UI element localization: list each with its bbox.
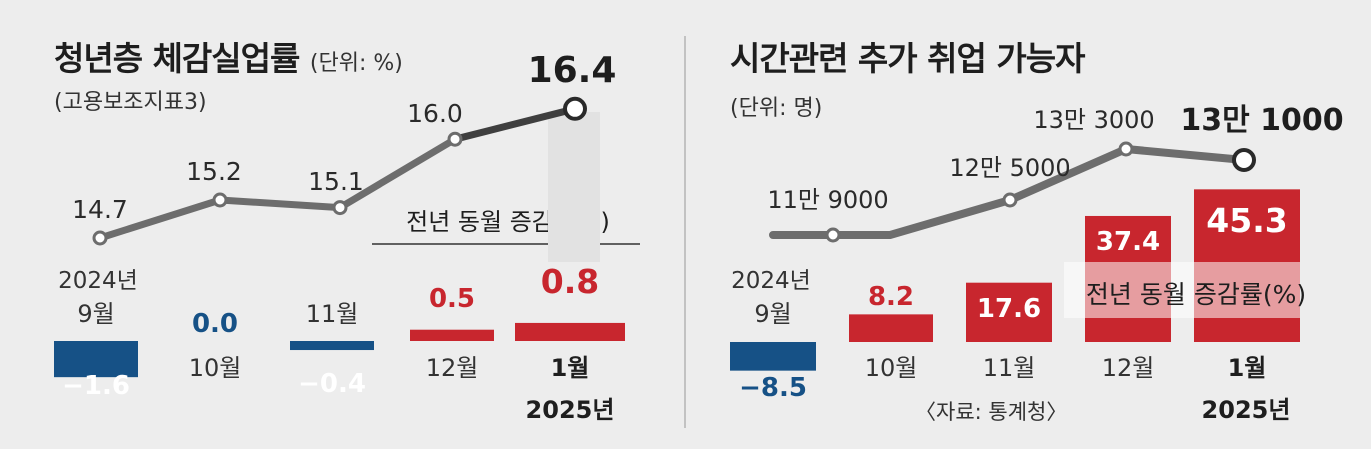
line-value-label-0: 11만 9000 — [767, 186, 888, 214]
category-label-0: 9월 — [754, 300, 791, 328]
line-value-label-3: 16.0 — [407, 99, 463, 128]
year-label-2025: 2025년 — [526, 396, 615, 424]
line-value-label-4: 13만 1000 — [1180, 103, 1343, 138]
line-point-3 — [1232, 148, 1256, 172]
bar-value-label-4: 45.3 — [1206, 201, 1287, 240]
line-value-label-2: 12만 5000 — [949, 154, 1070, 182]
left-chart-subtitle: (고용보조지표3) — [54, 90, 207, 115]
year-label-2024: 2024년 — [731, 268, 811, 294]
category-label-3: 12월 — [426, 354, 479, 382]
line-point-2 — [332, 200, 348, 216]
left-chart-title: 청년층 체감실업률 (단위: %) — [54, 32, 403, 80]
line-point-0 — [92, 230, 108, 246]
line-value-label-1: 15.2 — [186, 157, 242, 186]
bar-0 — [730, 342, 816, 371]
youth-unemployment-panel: 청년층 체감실업률 (단위: %) (고용보조지표3) 전년 동월 증감(%P)… — [0, 0, 684, 449]
line-value-label-3: 13만 3000 — [1033, 106, 1154, 134]
category-label-4: 1월 — [551, 354, 590, 382]
category-label-1: 10월 — [865, 354, 918, 382]
bar-value-label-2: 17.6 — [977, 294, 1041, 324]
bar-value-label-0: −8.5 — [739, 373, 807, 403]
line-point-4 — [563, 96, 587, 121]
bar-2 — [966, 282, 1052, 342]
year-label-2025: 2025년 — [1202, 396, 1291, 424]
category-label-2: 11월 — [983, 354, 1036, 382]
bar-legend-backdrop — [1064, 262, 1300, 318]
category-label-4: 1월 — [1228, 354, 1267, 382]
line-series-last — [454, 105, 576, 143]
bar-legend-label: 전년 동월 증감률(%) — [1086, 280, 1306, 309]
bar-value-label-0: −1.6 — [62, 371, 130, 401]
category-label-0: 9월 — [77, 300, 114, 328]
line-point-0 — [825, 227, 841, 243]
bar-1 — [849, 314, 933, 342]
bar-value-label-3: 0.5 — [429, 284, 475, 314]
bar-value-label-1: 0.0 — [192, 309, 238, 339]
line-value-label-2: 15.1 — [308, 167, 364, 196]
line-point-1 — [1002, 192, 1018, 208]
line-series — [98, 136, 457, 242]
bar-4 — [515, 322, 625, 341]
bar-3 — [410, 329, 494, 341]
left-unit-label: (단위: %) — [309, 51, 403, 76]
line-value-label-4: 16.4 — [528, 50, 617, 91]
category-label-1: 10월 — [189, 354, 242, 382]
bar-value-label-4: 0.8 — [541, 262, 599, 301]
bar-2 — [290, 341, 374, 351]
right-chart-title: 시간관련 추가 취업 가능자 — [730, 39, 1085, 78]
panel-divider — [684, 36, 686, 428]
highlight-band — [548, 112, 600, 262]
bar-0 — [54, 341, 138, 378]
bar-value-label-2: −0.4 — [298, 369, 366, 399]
source-note: 〈자료: 통계청〉 — [915, 400, 1068, 424]
left-chart-svg: 전년 동월 증감(%P)−1.60.0−0.40.5 0.814.715.2 15.… — [54, 50, 640, 424]
year-label-2024: 2024년 — [58, 268, 138, 294]
bar-value-label-1: 8.2 — [868, 282, 914, 312]
line-point-2 — [1118, 141, 1134, 157]
category-label-3: 12월 — [1102, 354, 1155, 382]
line-point-1 — [212, 192, 228, 208]
line-point-3 — [447, 131, 463, 147]
line-value-label-0: 14.7 — [72, 195, 128, 224]
bar-value-label-3: 37.4 — [1096, 227, 1160, 257]
left-title-text: 청년층 체감실업률 — [54, 39, 300, 78]
category-label-2: 11월 — [306, 300, 359, 328]
right-chart-unit: (단위: 명) — [730, 96, 823, 121]
